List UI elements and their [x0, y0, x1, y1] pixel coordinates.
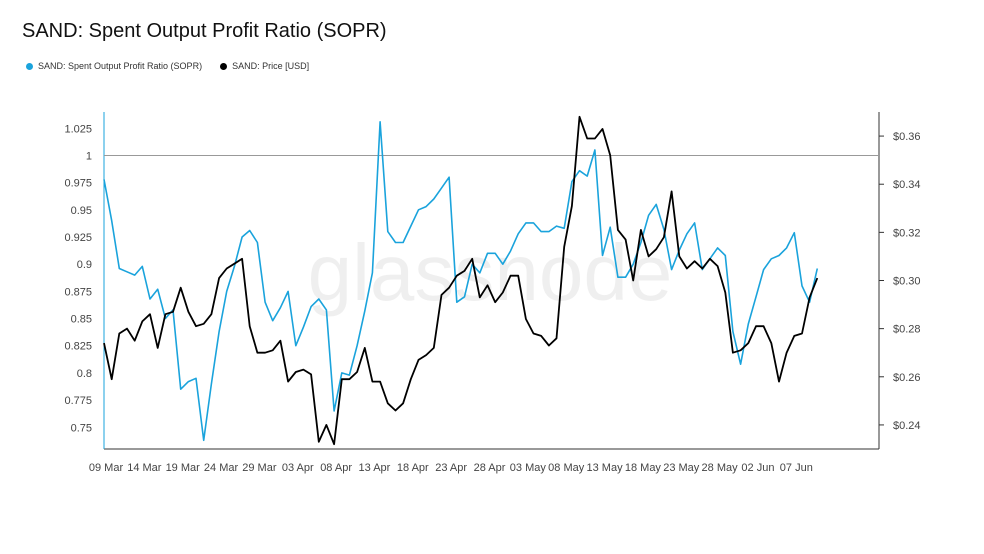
watermark: glassnode [308, 228, 673, 317]
x-tick-label: 02 Jun [741, 462, 774, 474]
y-left-tick-label: 0.75 [71, 422, 92, 434]
chart-title: SAND: Spent Output Profit Ratio (SOPR) [22, 20, 387, 42]
x-tick-label: 28 May [702, 462, 739, 474]
legend-swatch-sopr [26, 62, 33, 70]
legend: SAND: Spent Output Profit Ratio (SOPR) S… [26, 61, 309, 71]
legend-label-sopr: SAND: Spent Output Profit Ratio (SOPR) [38, 61, 203, 71]
x-tick-label: 14 Mar [127, 462, 162, 474]
y-right-tick-label: $0.36 [893, 131, 921, 143]
series-line-sopr[interactable] [103, 121, 819, 442]
x-tick-label: 18 May [625, 462, 662, 474]
x-tick-label: 13 Apr [359, 462, 391, 474]
y-left-tick-label: 1.025 [64, 123, 92, 135]
y-left-tick-label: 0.825 [64, 341, 92, 353]
y-left-tick-label: 0.875 [64, 286, 92, 298]
x-tick-label: 08 Apr [320, 462, 352, 474]
y-left-tick-label: 1 [86, 150, 92, 162]
x-tick-label: 07 Jun [780, 462, 813, 474]
x-tick-label: 03 Apr [282, 462, 314, 474]
legend-swatch-price [220, 62, 228, 70]
y-right-tick-label: $0.34 [893, 179, 921, 191]
x-tick-label: 28 Apr [474, 462, 506, 474]
y-right-tick-label: $0.24 [893, 420, 921, 432]
y-left-tick-label: 0.775 [64, 395, 92, 407]
legend-item-price[interactable]: SAND: Price [USD] [220, 61, 309, 71]
y-left-tick-label: 0.85 [71, 314, 92, 326]
x-tick-label: 13 May [587, 462, 624, 474]
x-tick-label: 03 May [510, 462, 547, 474]
x-tick-label: 23 May [663, 462, 700, 474]
y-right-tick-label: $0.28 [893, 324, 921, 336]
y-left-tick-label: 0.8 [77, 368, 92, 380]
x-tick-label: 08 May [548, 462, 585, 474]
x-tick-label: 18 Apr [397, 462, 429, 474]
y-right-tick-label: $0.32 [893, 227, 921, 239]
y-right-tick-label: $0.30 [893, 276, 921, 288]
x-tick-label: 24 Mar [204, 462, 239, 474]
y-left-tick-label: 0.975 [64, 178, 92, 190]
series-layer [103, 115, 819, 446]
x-tick-label: 29 Mar [242, 462, 277, 474]
y-left-tick-label: 0.9 [77, 259, 92, 271]
axes: 0.75 0.775 0.8 0.825 0.85 0.875 0.9 0.925 0.95 0.… [64, 112, 921, 474]
y-left-tick-label: 0.95 [71, 205, 92, 217]
y-left-tick-label: 0.925 [64, 232, 92, 244]
legend-item-sopr[interactable]: SAND: Spent Output Profit Ratio (SOPR) [26, 61, 202, 71]
x-tick-label: 19 Mar [166, 462, 201, 474]
legend-label-price: SAND: Price [USD] [232, 61, 310, 71]
x-tick-label: 23 Apr [435, 462, 467, 474]
x-tick-label: 09 Mar [89, 462, 124, 474]
series-line-price[interactable] [103, 115, 819, 446]
y-right-tick-label: $0.26 [893, 372, 921, 384]
